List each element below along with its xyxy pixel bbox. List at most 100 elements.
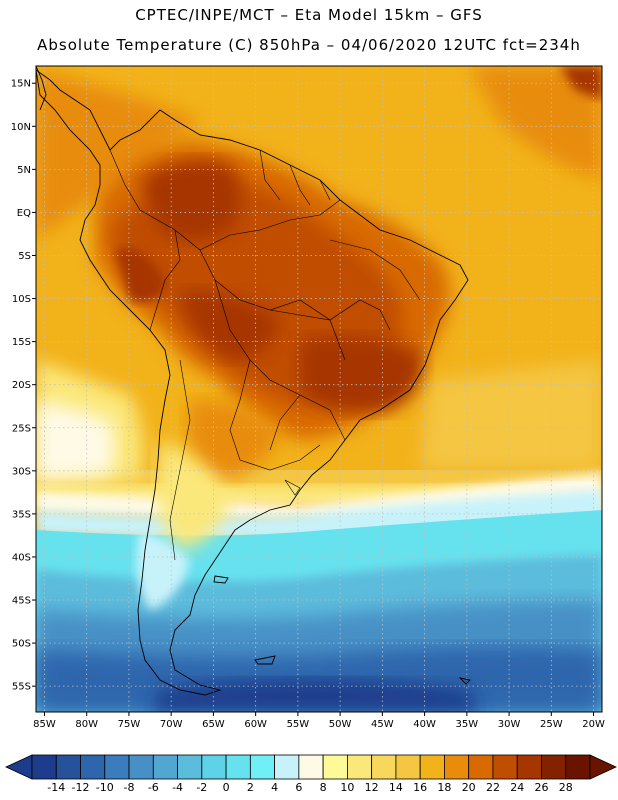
- colorbar-swatch: [565, 754, 591, 780]
- map-frame: [35, 65, 603, 713]
- lat-tick-label: 10N: [11, 122, 31, 133]
- colorbar-label: -8: [124, 781, 135, 794]
- bolivia-hot: [180, 290, 280, 360]
- lon-tick-label: 30W: [498, 719, 521, 730]
- colorbar-swatch: [225, 754, 251, 780]
- colorbar-swatch: [468, 754, 494, 780]
- colorbar-label: 20: [462, 781, 476, 794]
- atlantic-ne-warm: [470, 66, 602, 180]
- amazon-west-hot: [140, 160, 240, 240]
- temperature-field: [36, 66, 602, 712]
- colorbar-swatch: [419, 754, 445, 780]
- colorbar-swatch: [346, 754, 373, 780]
- colorbar-label: -10: [96, 781, 114, 794]
- lon-tick-label: 60W: [244, 719, 267, 730]
- colorbar-label: -2: [196, 781, 207, 794]
- latitude-labels: 15N 10N 5N EQ 5S 10S 15S 20S 25S 30S 35S 40S 45S 50S 5…: [11, 79, 36, 693]
- colorbar-swatch: [249, 754, 276, 780]
- colorbar-swatch: [516, 754, 542, 780]
- lon-tick-label: 70W: [160, 719, 183, 730]
- lat-tick-label: 30S: [12, 466, 31, 477]
- brazil-se-hot: [300, 336, 422, 413]
- lon-tick-label: 55W: [287, 719, 310, 730]
- colorbar-label: 22: [486, 781, 500, 794]
- colorbar-label: 10: [340, 781, 354, 794]
- colorbar-label: 2: [247, 781, 254, 794]
- lat-tick-label: 15S: [12, 337, 31, 348]
- colorbar-swatch: [128, 754, 154, 780]
- map-title-line-1: CPTEC/INPE/MCT – Eta Model 15km – GFS: [135, 6, 483, 24]
- longitude-labels: 85W 80W 75W 70W 65W 60W 55W 50W 45W 40W 35W 30W 25W 2…: [33, 712, 605, 730]
- andes-south-cool: [157, 440, 230, 550]
- lon-tick-label: 75W: [118, 719, 141, 730]
- lon-tick-label: 35W: [456, 719, 479, 730]
- colorbar-label: 28: [559, 781, 573, 794]
- lat-tick-label: 25S: [12, 423, 31, 434]
- lat-tick-label: 10S: [12, 294, 31, 305]
- colorbar-label: -14: [47, 781, 65, 794]
- country-borders: [109, 149, 421, 561]
- peru-hot: [115, 248, 165, 303]
- colorbar-label: -4: [172, 781, 183, 794]
- colorbar-label: 6: [295, 781, 302, 794]
- colorbar-swatch: [201, 754, 227, 780]
- colorbar-label: 16: [413, 781, 427, 794]
- argentina-north-warm: [188, 400, 280, 480]
- colorbar-label: -12: [72, 781, 90, 794]
- lat-tick-label: 5S: [18, 251, 31, 262]
- colorbar-swatch: [492, 754, 518, 780]
- valdes-peninsula: [213, 575, 229, 584]
- lat-tick-label: 50S: [12, 639, 31, 650]
- south-georgia: [458, 677, 471, 685]
- colorbar-swatch: [395, 754, 421, 780]
- patagonia-cool: [136, 530, 190, 610]
- colorbar-label: 24: [510, 781, 524, 794]
- lon-tick-label: 50W: [329, 719, 352, 730]
- colorbar-swatch: [274, 754, 300, 780]
- colorbar-label: 14: [389, 781, 403, 794]
- lon-tick-label: 80W: [75, 719, 98, 730]
- coastlines: [36, 66, 471, 696]
- lat-tick-label: 55S: [12, 682, 31, 693]
- colorbar-swatch: [371, 754, 397, 780]
- colorbar-swatch: [31, 754, 57, 780]
- colorbar-low-arrow: [5, 754, 33, 780]
- lat-tick-label: 40S: [12, 552, 31, 563]
- pacific-north-warm: [36, 70, 200, 240]
- south-america-coast: [36, 69, 469, 696]
- colorbar-swatch: [55, 754, 81, 780]
- lat-tick-label: 20S: [12, 380, 31, 391]
- lon-tick-label: 65W: [202, 719, 225, 730]
- colorbar-label: 26: [534, 781, 548, 794]
- lat-tick-label: EQ: [17, 208, 31, 219]
- colorbar-swatch: [177, 754, 203, 780]
- colorbar-swatch: [541, 754, 567, 780]
- colorbar-swatch: [444, 754, 470, 780]
- colorbar-label: 4: [271, 781, 278, 794]
- colorbar-label: 12: [365, 781, 379, 794]
- lat-tick-label: 15N: [11, 79, 31, 90]
- colorbar-label: 18: [437, 781, 451, 794]
- colorbar-swatch: [322, 754, 348, 780]
- colorbar-labels: -14 -12 -10 -8 -6 -4 -2 0 2 4 6 8 10 12 14 16 18 20 22 24 26…: [47, 781, 572, 794]
- falkland-islands: [254, 655, 276, 665]
- lat-tick-label: 5N: [17, 165, 31, 176]
- colorbar-high-arrow: [589, 754, 617, 780]
- lon-tick-label: 40W: [413, 719, 436, 730]
- pacific-coolest: [36, 400, 115, 480]
- band-minus14: [150, 679, 480, 712]
- colorbar-label: 8: [320, 781, 327, 794]
- lon-tick-label: 85W: [33, 719, 56, 730]
- temperature-colorbar: [5, 754, 617, 780]
- colorbar-label: 0: [223, 781, 230, 794]
- colorbar-swatch: [104, 754, 130, 780]
- lon-tick-label: 45W: [371, 719, 394, 730]
- colorbar-swatch: [80, 754, 106, 780]
- lon-tick-label: 25W: [540, 719, 563, 730]
- map-title-line-2: Absolute Temperature (C) 850hPa – 04/06/…: [37, 36, 581, 54]
- colorbar-swatch: [298, 754, 324, 780]
- colorbar-label: -6: [148, 781, 159, 794]
- lat-tick-label: 35S: [12, 509, 31, 520]
- colorbar-swatch: [152, 754, 178, 780]
